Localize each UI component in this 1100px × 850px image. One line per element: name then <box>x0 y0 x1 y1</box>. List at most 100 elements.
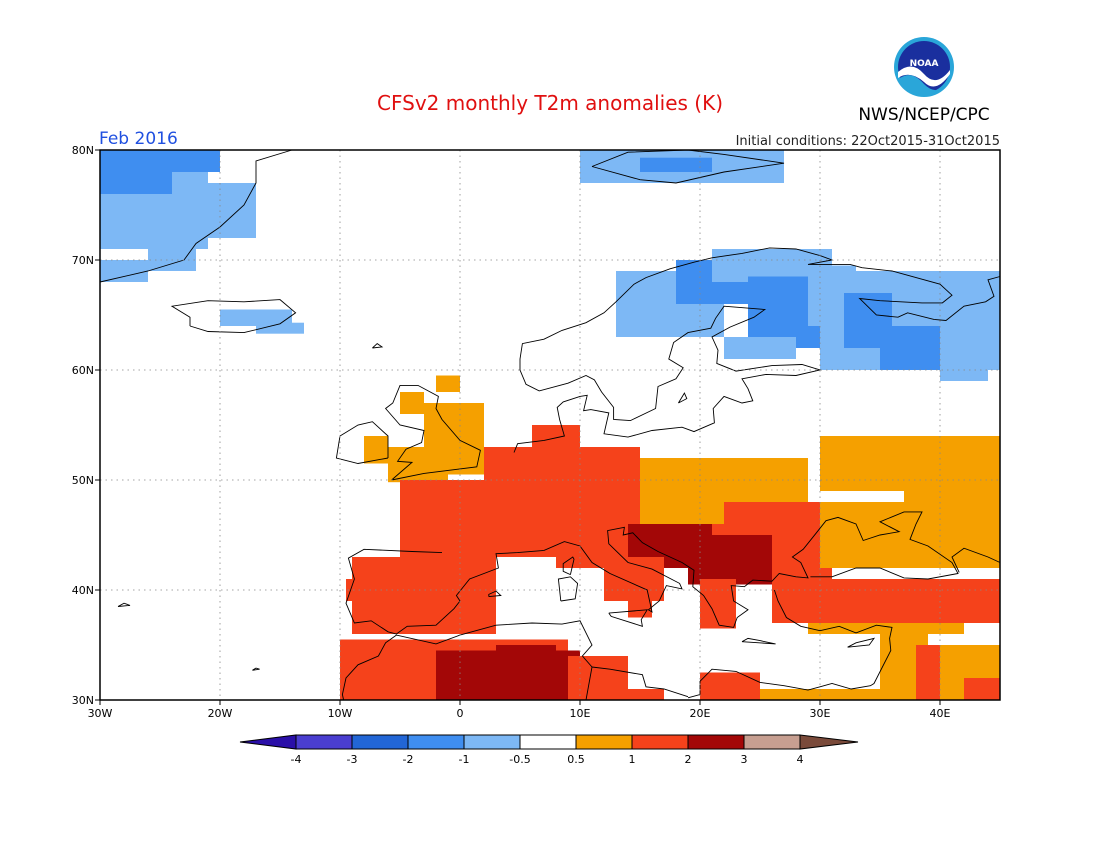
colorbar-label: 4 <box>797 753 804 766</box>
colorbar-label: -0.5 <box>509 753 530 766</box>
coastline <box>687 589 893 699</box>
coastline <box>678 392 688 404</box>
agency-label: NWS/NCEP/CPC <box>858 105 989 125</box>
anomaly-cell <box>484 447 640 524</box>
colorbar-segment <box>295 734 353 750</box>
colorbar-label: 2 <box>685 753 692 766</box>
anomaly-cell <box>532 425 580 447</box>
anomaly-cell <box>880 326 940 370</box>
map-frame <box>99 149 1001 701</box>
anomaly-cell <box>760 689 892 700</box>
longitude-label: 20W <box>208 707 233 720</box>
latitude-label: 50N <box>72 474 94 487</box>
chart-title: CFSv2 monthly T2m anomalies (K) <box>377 91 723 115</box>
coastline <box>591 149 785 184</box>
anomaly-cell <box>436 375 460 392</box>
longitude-label: 0 <box>457 707 464 720</box>
longitude-label: 20E <box>690 707 711 720</box>
coastline <box>557 576 579 602</box>
colorbar-segment <box>351 734 409 750</box>
anomaly-cell <box>700 672 760 700</box>
anomaly-cell <box>196 183 256 238</box>
latitude-label: 80N <box>72 144 94 157</box>
anomaly-cell <box>820 502 904 568</box>
anomaly-cell <box>400 392 424 414</box>
coastline <box>252 667 260 671</box>
anomaly-cell <box>256 322 304 334</box>
coastline <box>384 384 481 481</box>
coastline <box>847 637 876 648</box>
coastline <box>335 421 389 464</box>
initial-conditions: Initial conditions: 22Oct2015-31Oct2015 <box>736 134 1000 149</box>
latitude-label: 60N <box>72 364 94 377</box>
coastlines <box>99 149 1001 701</box>
svg-text:NOAA: NOAA <box>910 59 939 69</box>
anomaly-cell <box>100 260 148 282</box>
colorbar-label: 0.5 <box>567 753 585 766</box>
coastline <box>170 299 297 334</box>
longitude-label: 30E <box>810 707 831 720</box>
longitude-labels: 30W 20W 10W 0 10E 20E 30E 40E <box>88 700 951 720</box>
anomaly-cell <box>964 678 1000 700</box>
anomaly-cell <box>640 157 712 172</box>
coastline <box>591 666 689 698</box>
latitude-label: 40N <box>72 584 94 597</box>
coastline <box>562 556 575 576</box>
colorbar-segment <box>463 734 521 750</box>
longitude-label: 30W <box>88 707 113 720</box>
colorbar-segment <box>743 734 801 750</box>
anomaly-cell <box>700 579 736 629</box>
colorbar-label: -1 <box>459 753 470 766</box>
coastline <box>608 609 649 627</box>
latitude-label: 70N <box>72 254 94 267</box>
colorbar-label: -4 <box>291 753 302 766</box>
colorbar-arrow-left <box>239 734 297 750</box>
coastline <box>345 511 959 635</box>
anomaly-cell <box>772 579 1000 623</box>
colorbar-arrow-right <box>799 734 859 750</box>
coastline <box>117 602 131 607</box>
colorbar-segment <box>631 734 689 750</box>
longitude-label: 40E <box>930 707 951 720</box>
anomaly-cell <box>220 309 292 326</box>
colorbar-label: 1 <box>629 753 636 766</box>
colorbar-label: -2 <box>403 753 414 766</box>
anomaly-cell <box>136 150 220 172</box>
coastline <box>372 343 384 349</box>
latitude-labels: 80N 70N 60N 50N 40N 30N <box>72 144 100 707</box>
longitude-label: 10W <box>328 707 353 720</box>
latitude-label: 30N <box>72 694 94 707</box>
anomaly-cell <box>724 337 796 359</box>
noaa-logo: NOAA <box>894 37 954 97</box>
colorbar-label: 3 <box>741 753 748 766</box>
colorbar-segment <box>519 734 577 750</box>
anomaly-cell <box>364 436 388 464</box>
coastline <box>951 547 1001 573</box>
anomaly-cell <box>388 447 448 483</box>
graticule <box>100 150 1000 700</box>
colorbar-segment <box>687 734 745 750</box>
anomaly-cell <box>808 623 964 634</box>
coastline <box>488 590 502 598</box>
anomaly-cell <box>568 656 628 700</box>
colorbar-label: -3 <box>347 753 358 766</box>
forecast-month: Feb 2016 <box>99 129 178 149</box>
anomaly-cell <box>688 535 772 585</box>
coastline <box>513 247 1001 453</box>
anomaly-cells <box>100 150 1000 700</box>
coastline <box>741 637 776 645</box>
anomaly-cell <box>628 689 664 700</box>
anomaly-cell <box>940 348 988 381</box>
anomaly-cell <box>346 579 388 601</box>
colorbar-segment <box>407 734 465 750</box>
anomaly-cell <box>496 645 556 667</box>
longitude-label: 10E <box>570 707 591 720</box>
anomaly-cell <box>628 601 652 618</box>
anomaly-cell <box>604 557 664 601</box>
anomaly-cell <box>940 293 1000 348</box>
map-area: 80N 70N 60N 50N 40N 30N 30W 20W 10W 0 10E 20E 30E 40… <box>72 144 1001 720</box>
colorbar-segment <box>575 734 633 750</box>
colorbar: -4 -3 -2 -1 -0.5 0.5 1 2 3 4 <box>239 734 859 766</box>
anomaly-cell <box>904 480 1000 568</box>
